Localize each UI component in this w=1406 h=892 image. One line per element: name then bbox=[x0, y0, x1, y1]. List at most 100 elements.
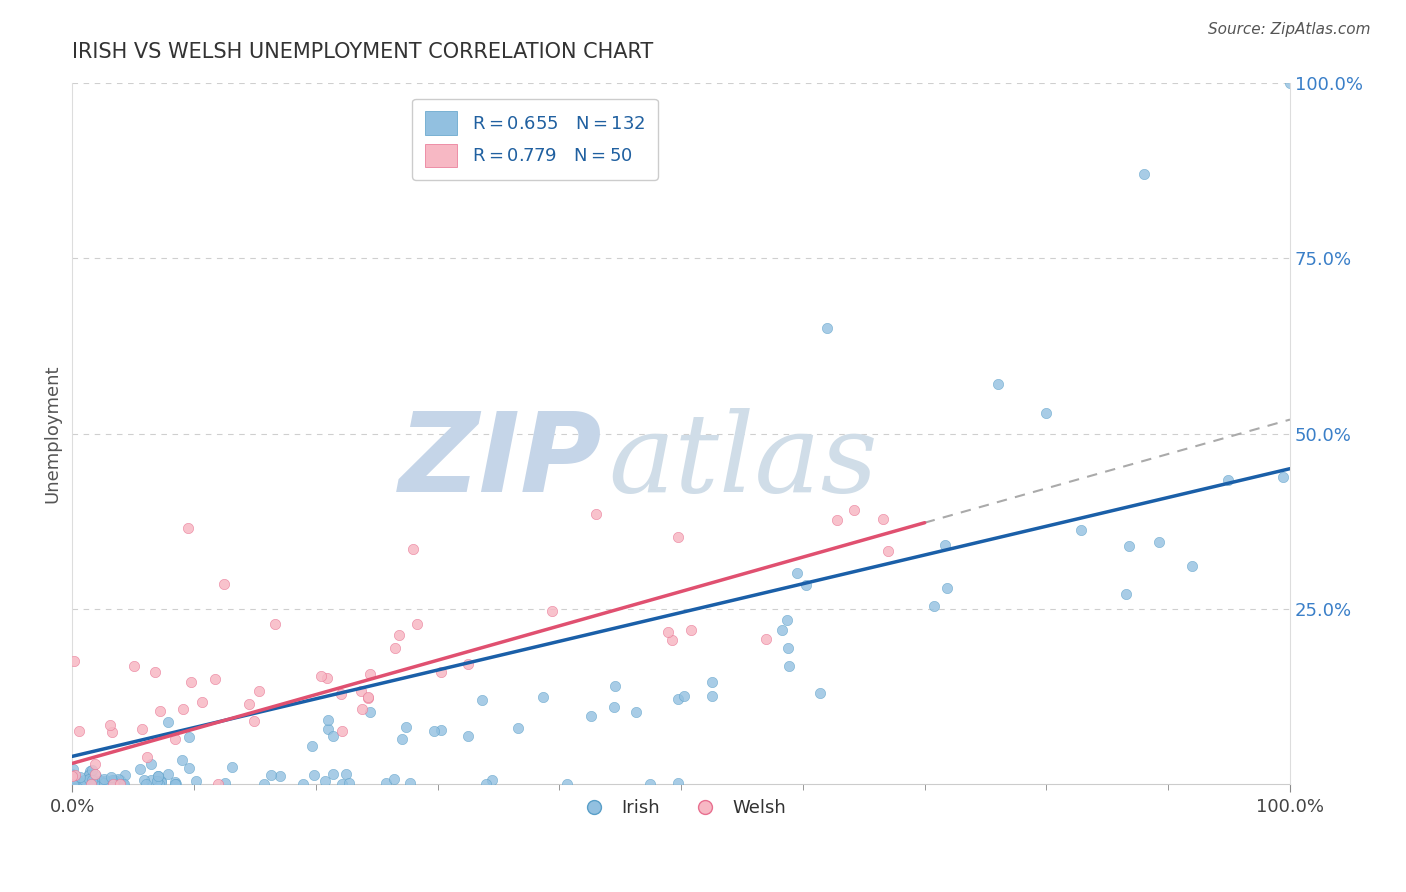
Point bbox=[1035, 405, 1057, 419]
Point bbox=[135, 777, 157, 791]
Point bbox=[103, 772, 125, 787]
Point bbox=[91, 774, 114, 789]
Point bbox=[301, 739, 323, 753]
Point bbox=[786, 566, 808, 580]
Point bbox=[808, 686, 831, 700]
Point bbox=[395, 720, 418, 734]
Point bbox=[63, 777, 86, 791]
Point bbox=[987, 377, 1010, 392]
Point bbox=[62, 762, 84, 776]
Point bbox=[872, 512, 894, 526]
Point bbox=[67, 723, 90, 738]
Point bbox=[666, 776, 689, 790]
Point bbox=[1181, 558, 1204, 573]
Point bbox=[62, 772, 84, 786]
Point bbox=[1218, 474, 1240, 488]
Point bbox=[62, 777, 84, 791]
Point bbox=[149, 704, 172, 718]
Point bbox=[309, 669, 332, 683]
Point bbox=[794, 578, 817, 592]
Point bbox=[668, 692, 690, 706]
Point bbox=[936, 582, 959, 596]
Point bbox=[112, 777, 135, 791]
Point bbox=[108, 772, 131, 787]
Point bbox=[481, 772, 503, 787]
Point bbox=[388, 628, 411, 642]
Point bbox=[207, 777, 229, 791]
Point bbox=[581, 708, 603, 723]
Point bbox=[93, 772, 115, 787]
Point bbox=[541, 605, 564, 619]
Point bbox=[335, 767, 357, 781]
Point bbox=[876, 544, 898, 558]
Point bbox=[269, 769, 291, 783]
Text: atlas: atlas bbox=[607, 408, 877, 516]
Point bbox=[101, 777, 124, 791]
Point bbox=[83, 776, 105, 790]
Point bbox=[84, 766, 107, 780]
Point bbox=[221, 759, 243, 773]
Point bbox=[60, 777, 83, 791]
Point bbox=[79, 764, 101, 779]
Point bbox=[82, 763, 104, 777]
Point bbox=[93, 776, 115, 790]
Point bbox=[399, 776, 422, 790]
Point bbox=[101, 774, 124, 789]
Point bbox=[1115, 587, 1137, 601]
Point bbox=[330, 687, 353, 701]
Point bbox=[350, 684, 373, 698]
Point bbox=[638, 777, 661, 791]
Point bbox=[322, 730, 344, 744]
Point bbox=[101, 725, 124, 739]
Point bbox=[253, 777, 276, 791]
Point bbox=[402, 542, 425, 557]
Point bbox=[778, 641, 800, 656]
Point bbox=[506, 721, 529, 735]
Point bbox=[555, 777, 578, 791]
Point bbox=[60, 772, 83, 786]
Point bbox=[191, 695, 214, 709]
Text: IRISH VS WELSH UNEMPLOYMENT CORRELATION CHART: IRISH VS WELSH UNEMPLOYMENT CORRELATION … bbox=[72, 42, 654, 62]
Point bbox=[60, 767, 83, 781]
Point bbox=[430, 665, 453, 680]
Point bbox=[322, 767, 344, 781]
Point bbox=[585, 508, 607, 522]
Text: ZIP: ZIP bbox=[398, 409, 602, 516]
Point bbox=[770, 623, 793, 637]
Point bbox=[316, 722, 339, 736]
Point bbox=[775, 613, 797, 627]
Point bbox=[934, 538, 956, 552]
Point bbox=[177, 521, 200, 535]
Point bbox=[97, 777, 120, 791]
Point bbox=[423, 723, 446, 738]
Point bbox=[1271, 470, 1294, 484]
Point bbox=[146, 774, 169, 789]
Point bbox=[332, 777, 354, 791]
Point bbox=[80, 770, 103, 784]
Point bbox=[62, 772, 84, 787]
Point bbox=[73, 776, 96, 790]
Point bbox=[80, 772, 103, 787]
Point bbox=[62, 771, 84, 785]
Point bbox=[1070, 523, 1092, 537]
Point bbox=[63, 768, 86, 782]
Point bbox=[1279, 76, 1302, 90]
Point bbox=[315, 671, 337, 685]
Point bbox=[673, 689, 696, 703]
Point bbox=[350, 701, 373, 715]
Point bbox=[172, 701, 194, 715]
Point bbox=[163, 776, 186, 790]
Point bbox=[700, 674, 723, 689]
Point bbox=[657, 625, 679, 640]
Point bbox=[84, 769, 107, 783]
Point bbox=[177, 730, 200, 744]
Point bbox=[146, 769, 169, 783]
Point bbox=[77, 767, 100, 781]
Point bbox=[825, 513, 848, 527]
Point bbox=[93, 773, 115, 788]
Point bbox=[603, 679, 626, 693]
Point bbox=[75, 777, 97, 791]
Point bbox=[603, 700, 626, 714]
Point bbox=[63, 776, 86, 790]
Point bbox=[149, 774, 172, 789]
